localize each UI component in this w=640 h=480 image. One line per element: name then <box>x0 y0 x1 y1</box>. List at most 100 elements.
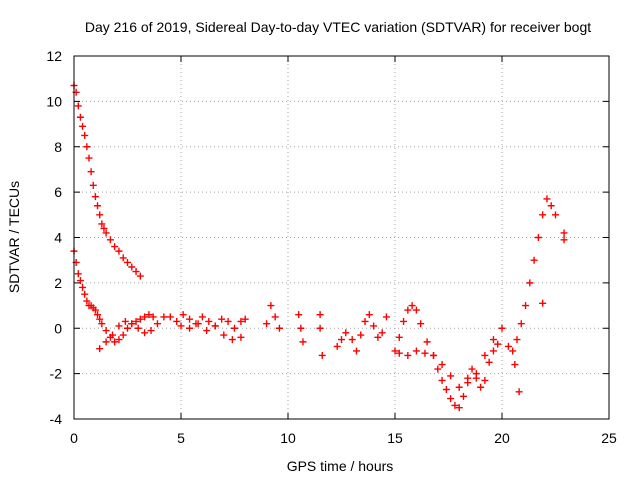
data-point <box>509 347 517 355</box>
data-points <box>70 81 568 412</box>
data-point <box>102 229 110 237</box>
data-point <box>481 351 489 359</box>
data-point <box>74 102 82 110</box>
series-loop-15-20 <box>391 302 502 412</box>
data-point <box>395 333 403 341</box>
data-point <box>412 347 420 355</box>
data-point <box>94 202 102 210</box>
data-point <box>412 306 420 314</box>
data-point <box>400 317 408 325</box>
data-point <box>485 358 493 366</box>
data-point <box>177 322 185 330</box>
data-point <box>442 386 450 394</box>
y-axis-label: SDTVAR / TECUs <box>6 181 22 293</box>
data-point <box>430 351 438 359</box>
x-tick-label: 0 <box>70 430 78 446</box>
data-point <box>395 349 403 357</box>
data-point <box>237 317 245 325</box>
chart-title: Day 216 of 2019, Sidereal Day-to-day VTE… <box>85 19 591 35</box>
data-point <box>121 317 129 325</box>
data-point <box>100 224 108 232</box>
data-point <box>132 317 140 325</box>
data-point <box>98 220 106 228</box>
data-point <box>348 336 356 344</box>
data-point <box>316 324 324 332</box>
data-point <box>111 338 119 346</box>
data-point <box>517 320 525 328</box>
data-point <box>109 331 117 339</box>
data-point <box>111 243 119 251</box>
data-point <box>76 113 84 121</box>
data-point <box>522 302 530 310</box>
data-point <box>299 338 307 346</box>
x-tick-label: 15 <box>387 430 403 446</box>
data-point <box>451 401 459 409</box>
x-tick-label: 10 <box>280 430 296 446</box>
data-point <box>98 320 106 328</box>
data-point <box>76 277 84 285</box>
data-point <box>438 376 446 384</box>
x-tick-label: 20 <box>494 430 510 446</box>
data-point <box>370 322 378 330</box>
data-point <box>318 351 326 359</box>
data-point <box>342 329 350 337</box>
data-point <box>186 315 194 323</box>
data-point <box>115 247 123 255</box>
data-point <box>530 256 538 264</box>
grid <box>74 56 609 419</box>
data-point <box>115 336 123 344</box>
data-point <box>96 211 104 219</box>
data-point <box>149 313 157 321</box>
data-point <box>119 331 127 339</box>
data-point <box>128 263 136 271</box>
y-tick-label: 10 <box>46 93 62 109</box>
data-point <box>228 336 236 344</box>
data-point <box>115 322 123 330</box>
data-point <box>560 229 568 237</box>
data-point <box>513 336 521 344</box>
data-point <box>141 313 149 321</box>
x-tick-label: 25 <box>601 430 617 446</box>
data-point <box>124 258 131 266</box>
data-point <box>83 143 91 151</box>
data-point <box>417 320 425 328</box>
data-point <box>447 372 455 380</box>
data-point <box>434 365 442 373</box>
data-point <box>220 331 228 339</box>
data-point <box>472 370 480 378</box>
data-point <box>132 268 140 276</box>
data-point <box>489 347 497 355</box>
data-point <box>447 395 455 403</box>
data-point <box>91 193 99 201</box>
data-point <box>128 320 136 328</box>
data-point <box>489 336 497 344</box>
data-point <box>87 168 95 176</box>
data-point <box>267 302 275 310</box>
data-point <box>91 306 99 314</box>
data-point <box>153 320 161 328</box>
data-point <box>89 181 97 189</box>
data-point <box>295 311 303 319</box>
y-tick-label: -2 <box>50 366 63 382</box>
data-point <box>237 333 245 341</box>
data-point <box>160 313 168 321</box>
data-point <box>275 324 283 332</box>
data-point <box>515 388 523 396</box>
data-point <box>81 131 89 139</box>
data-point <box>179 311 187 319</box>
data-point <box>539 299 547 307</box>
data-point <box>231 324 238 332</box>
data-point <box>79 122 87 130</box>
data-point <box>455 383 463 391</box>
data-point <box>378 329 386 337</box>
data-point <box>224 317 232 325</box>
data-point <box>494 340 502 348</box>
y-tick-label: 2 <box>54 275 62 291</box>
data-point <box>205 317 213 325</box>
data-point <box>459 392 467 400</box>
data-point <box>455 404 463 412</box>
data-point <box>297 324 305 332</box>
data-point <box>102 338 110 346</box>
series-high-arc <box>70 81 144 280</box>
data-point <box>374 333 382 341</box>
